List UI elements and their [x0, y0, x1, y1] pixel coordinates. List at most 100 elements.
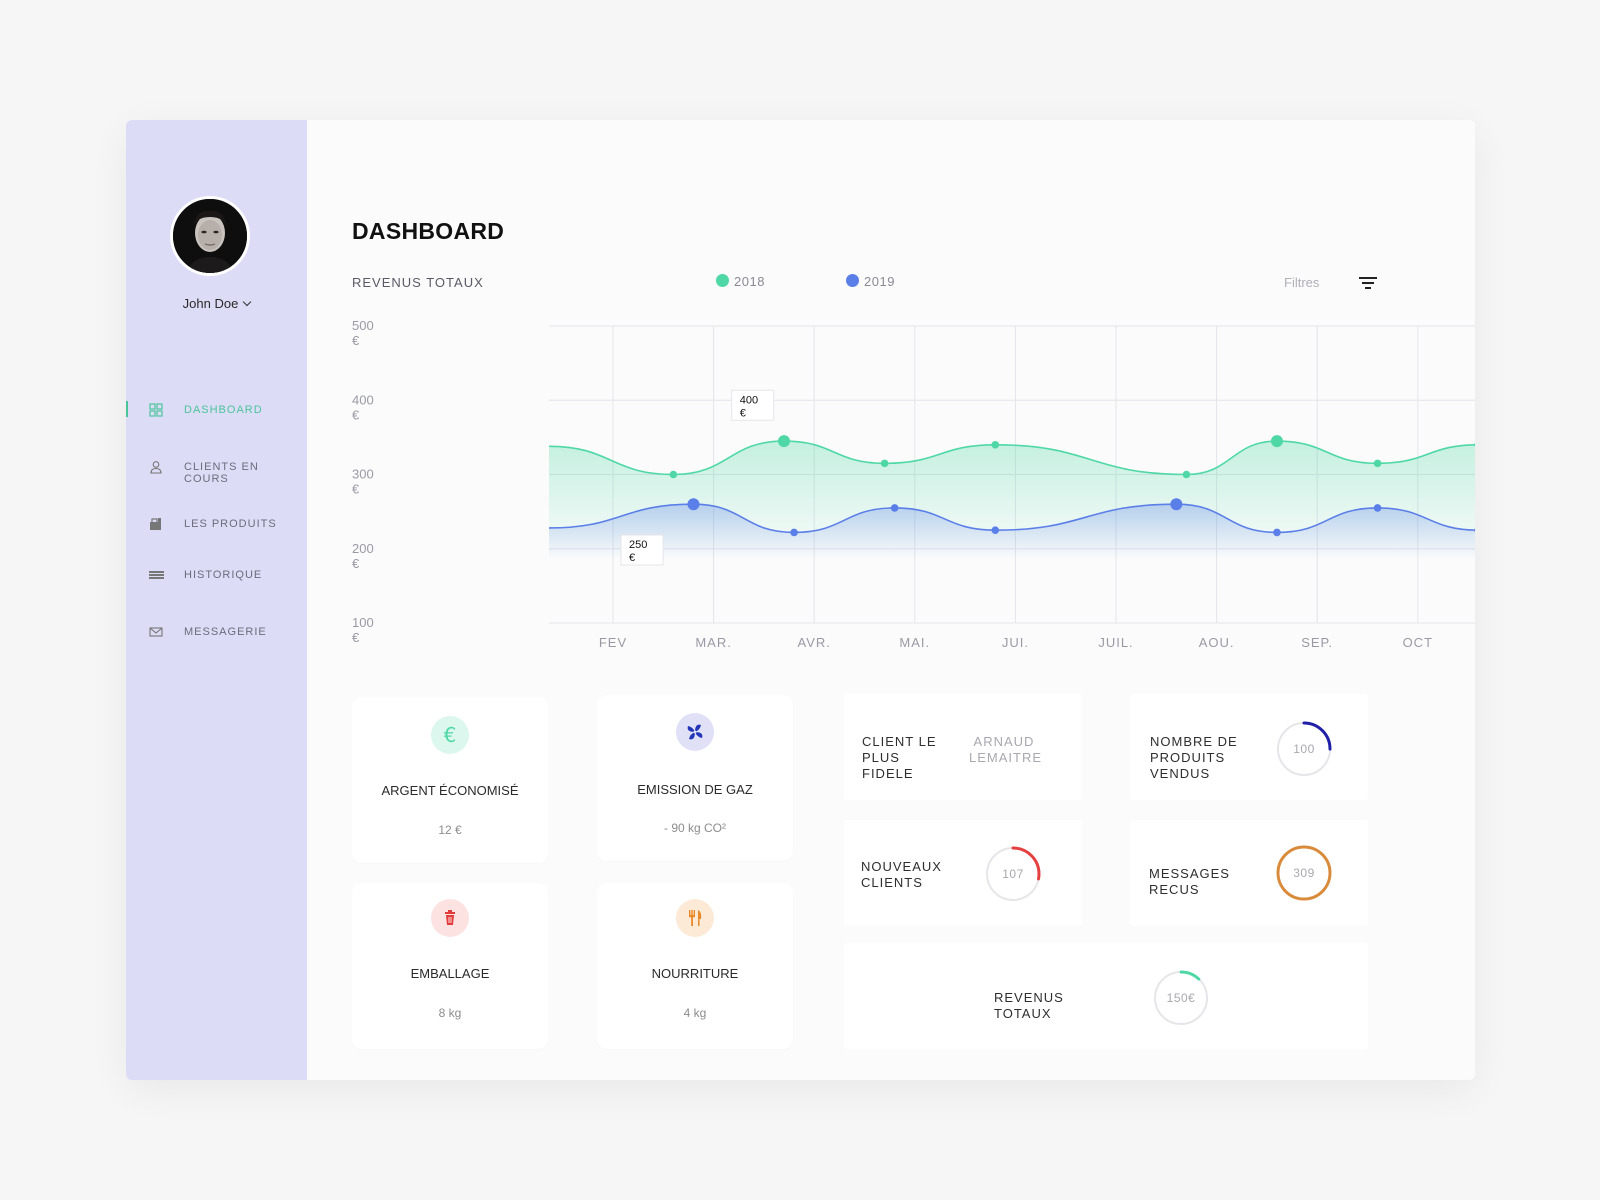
legend-label: 2019: [864, 274, 895, 289]
ring-progress: [1276, 721, 1332, 777]
x-tick-label: JUI.: [1002, 635, 1029, 650]
fan-icon: [676, 713, 714, 751]
svg-text:€: €: [444, 723, 457, 747]
sidebar-item-label: LES PRODUITS: [184, 518, 277, 530]
mail-icon: [149, 627, 163, 637]
tooltip-box: [731, 389, 775, 421]
legend-2019[interactable]: 2019: [846, 274, 895, 289]
stat-total-revenue[interactable]: REVENUS TOTAUX 150€: [844, 943, 1368, 1049]
x-tick-label: OCT: [1403, 635, 1433, 650]
tooltip-box: [620, 534, 664, 566]
ring-value: 107: [1002, 867, 1024, 881]
revenue-chart: 500 € 400 € 300 € 200 € 100 € FEV MAR. AVR. MAI. JUI. J…: [352, 318, 1475, 650]
y-tick-label: 200 €: [352, 541, 374, 571]
sidebar-item-label: DASHBOARD: [184, 404, 263, 416]
filter-icon[interactable]: [1359, 276, 1377, 290]
card-title: ARGENT ÉCONOMISÉ: [381, 783, 519, 798]
x-tick-label: JUIL.: [1098, 635, 1133, 650]
card-gas-emission[interactable]: EMISSION DE GAZ - 90 kg CO²: [597, 695, 793, 861]
data-point: [890, 504, 899, 512]
series-line-2018: [548, 440, 1475, 476]
chevron-down-icon: [243, 297, 252, 307]
data-point: [687, 498, 700, 511]
main-content: DASHBOARD REVENUS TOTAUX 2018 2019 Filtr…: [307, 120, 1475, 1080]
legend-label: 2018: [734, 274, 765, 289]
user-name: John Doe: [182, 296, 239, 311]
card-title: NOURRITURE: [651, 966, 739, 981]
ring-progress: [1276, 845, 1332, 901]
data-point: [1182, 470, 1191, 479]
ring-progress: [985, 846, 1041, 902]
trash-icon: [431, 899, 469, 937]
data-point: [1474, 528, 1475, 533]
series-line-2019: [548, 503, 1475, 534]
filters-button[interactable]: Filtres: [1284, 275, 1320, 290]
tooltip-label: 250 €: [629, 539, 647, 564]
card-title: EMISSION DE GAZ: [637, 782, 753, 797]
ring-value: 150€: [1166, 991, 1196, 1005]
user-icon: [150, 461, 162, 474]
messages-ring: 309: [1276, 845, 1332, 901]
sidebar-item-products[interactable]: LES PRODUITS: [126, 512, 307, 536]
stat-new-clients[interactable]: NOUVEAUX CLIENTS 107: [844, 820, 1082, 926]
card-value: 12 €: [438, 823, 462, 837]
sidebar-item-dashboard[interactable]: DASHBOARD: [126, 398, 307, 422]
x-tick-label: SEP.: [1301, 635, 1333, 650]
revenue-ring: 150€: [1153, 970, 1209, 1026]
sidebar-item-messages[interactable]: MESSAGERIE: [126, 620, 307, 644]
x-tick-label: FEV: [599, 635, 627, 650]
stat-label: NOMBRE DE PRODUITS VENDUS: [1150, 734, 1238, 781]
legend-2018[interactable]: 2018: [716, 274, 765, 289]
app-window: John Doe DASHBOARD CLIENTS EN COURS: [126, 120, 1475, 1080]
card-title: EMBALLAGE: [410, 966, 490, 981]
ring-value: 100: [1293, 742, 1315, 756]
data-point: [991, 441, 1000, 449]
stat-label: CLIENT LE PLUS FIDELE: [862, 734, 937, 781]
data-point: [1170, 498, 1183, 511]
tooltip-label: 400 €: [740, 394, 758, 419]
data-point: [1373, 459, 1382, 468]
card-packaging[interactable]: EMBALLAGE 8 kg: [352, 883, 548, 1049]
legend-dot: [716, 274, 729, 287]
sidebar-item-history[interactable]: HISTORIQUE: [126, 563, 307, 587]
data-point: [790, 528, 798, 537]
x-tick-label: MAI.: [899, 635, 930, 650]
stat-messages[interactable]: MESSAGES RECUS 309: [1130, 820, 1368, 926]
y-tick-label: 400 €: [352, 392, 374, 422]
box-icon: [150, 518, 161, 530]
card-value: 4 kg: [683, 1006, 707, 1020]
stat-products-sold[interactable]: NOMBRE DE PRODUITS VENDUS 100: [1130, 694, 1368, 800]
stat-label: MESSAGES RECUS: [1149, 866, 1230, 897]
card-money-saved[interactable]: € ARGENT ÉCONOMISÉ 12 €: [352, 697, 548, 863]
card-value: - 90 kg CO²: [663, 821, 726, 835]
products-sold-ring: 100: [1276, 721, 1332, 777]
data-point: [880, 459, 889, 468]
data-point: [669, 470, 678, 479]
stat-loyal-client[interactable]: CLIENT LE PLUS FIDELE ARNAUD LEMAITRE: [844, 694, 1082, 800]
data-point: [1373, 504, 1382, 512]
series-area-2019: [549, 504, 1475, 559]
stat-value: ARNAUD LEMAITRE: [969, 734, 1043, 765]
avatar[interactable]: [170, 196, 250, 276]
card-food[interactable]: NOURRITURE 4 kg: [597, 883, 793, 1049]
user-menu[interactable]: John Doe: [126, 296, 307, 311]
active-indicator: [126, 401, 128, 417]
list-icon: [149, 571, 164, 579]
data-point: [1474, 442, 1475, 447]
legend-dot: [846, 274, 859, 287]
data-point: [1270, 435, 1283, 448]
sidebar: John Doe DASHBOARD CLIENTS EN COURS: [126, 120, 307, 1080]
stat-label: NOUVEAUX CLIENTS: [861, 859, 942, 890]
y-tick-label: 300 €: [352, 467, 374, 497]
grid-icon: [149, 403, 163, 417]
sidebar-item-label: MESSAGERIE: [184, 626, 267, 638]
euro-icon: €: [431, 716, 469, 754]
y-tick-label: 100 €: [352, 615, 374, 645]
x-tick-label: AOU.: [1199, 635, 1235, 650]
sidebar-item-clients[interactable]: CLIENTS EN COURS: [126, 455, 307, 485]
new-clients-ring: 107: [985, 846, 1041, 902]
ring-value: 309: [1293, 866, 1315, 880]
data-point: [1273, 528, 1281, 537]
y-tick-label: 500 €: [352, 318, 374, 348]
page-title: DASHBOARD: [352, 218, 505, 244]
